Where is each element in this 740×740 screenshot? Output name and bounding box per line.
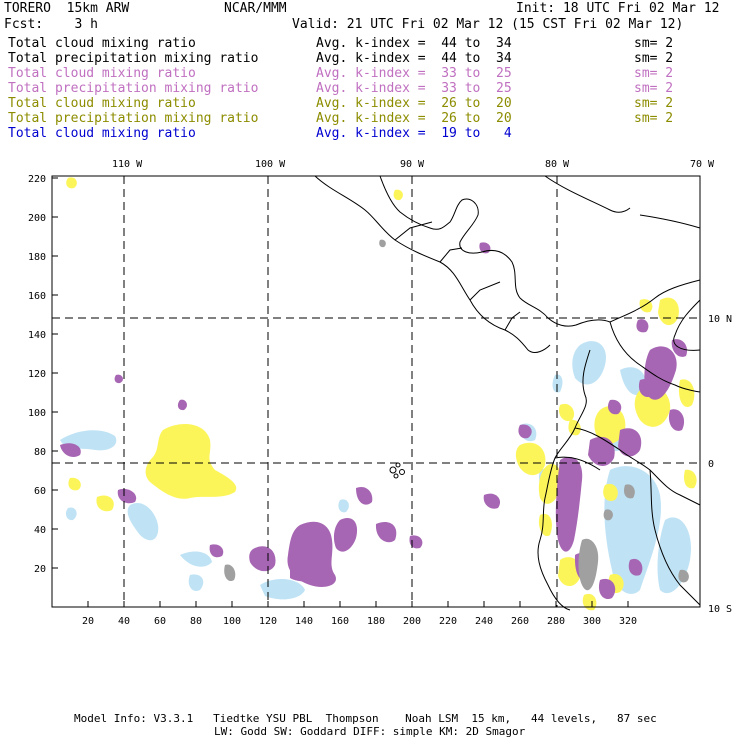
legend-row-sm: sm= 2 <box>634 96 674 111</box>
legend-row-kindex: Avg. k-index = 33 to 25 <box>316 66 512 81</box>
lat-label-10n: 10 N <box>708 314 732 325</box>
legend-row-field: Total cloud mixing ratio <box>8 66 196 81</box>
y-tick-label: 200 <box>28 213 46 224</box>
legend-row-field: Total cloud mixing ratio <box>8 36 196 51</box>
init-time: Init: 18 UTC Fri 02 Mar 12 <box>516 1 720 16</box>
legend-row-field: Total precipitation mixing ratio <box>8 51 259 66</box>
lon-label-100w: 100 W <box>255 159 286 170</box>
lon-label-80w: 80 W <box>545 159 570 170</box>
model-title: TORERO 15km ARW <box>4 1 130 16</box>
x-tick-label: 220 <box>439 616 457 627</box>
map-frame <box>51 175 701 608</box>
y-tick-label: 180 <box>28 252 46 263</box>
model-info: Model Info: V3.3.1 Tiedtke YSU PBL Thomp… <box>74 712 657 725</box>
y-tick-label: 40 <box>34 525 46 536</box>
purple-cloud-field <box>60 242 688 600</box>
legend-row-kindex: Avg. k-index = 44 to 34 <box>316 51 512 66</box>
x-tick-label: 100 <box>223 616 241 627</box>
legend-row-kindex: Avg. k-index = 33 to 25 <box>316 81 512 96</box>
org-label: NCAR/MMM <box>224 1 287 16</box>
y-tick-label: 80 <box>34 447 46 458</box>
forecast-hour: Fcst: 3 h <box>4 17 98 32</box>
lon-label-70w: 70 W <box>690 159 715 170</box>
legend-row-sm: sm= 2 <box>634 36 674 51</box>
physics-info: LW: Godd SW: Goddard DIFF: simple KM: 2D… <box>214 725 526 738</box>
legend-row-sm: sm= 2 <box>634 51 674 66</box>
y-tick-label: 100 <box>28 408 46 419</box>
legend-row-kindex: Avg. k-index = 19 to 4 <box>316 126 512 141</box>
lon-label-90w: 90 W <box>400 159 425 170</box>
lon-label-110w: 110 W <box>112 159 143 170</box>
lat-label-eq: 0 <box>708 459 714 470</box>
x-tick-label: 200 <box>403 616 421 627</box>
y-tick-label: 20 <box>34 564 46 575</box>
legend-row-field: Total cloud mixing ratio <box>8 126 196 141</box>
legend-row-kindex: Avg. k-index = 44 to 34 <box>316 36 512 51</box>
x-tick-label: 60 <box>154 616 166 627</box>
gray-cloud-field <box>224 239 689 591</box>
lat-label-10s: 10 S <box>708 604 732 615</box>
x-tick-label: 140 <box>295 616 313 627</box>
x-tick-label: 260 <box>511 616 529 627</box>
x-tick-label: 40 <box>118 616 130 627</box>
y-tick-label: 120 <box>28 369 46 380</box>
legend-row-sm: sm= 2 <box>634 81 674 96</box>
legend-row-sm: sm= 2 <box>634 111 674 126</box>
x-tick-label: 240 <box>475 616 493 627</box>
yellow-cloud-field <box>66 177 697 611</box>
x-tick-label: 80 <box>190 616 202 627</box>
legend-row-field: Total precipitation mixing ratio <box>8 81 259 96</box>
y-tick-label: 160 <box>28 291 46 302</box>
y-tick-label: 220 <box>28 174 46 185</box>
y-tick-label: 140 <box>28 330 46 341</box>
x-tick-label: 180 <box>367 616 385 627</box>
legend-row-kindex: Avg. k-index = 26 to 20 <box>316 111 512 126</box>
legend-row-sm: sm= 2 <box>634 66 674 81</box>
x-tick-label: 300 <box>583 616 601 627</box>
y-axis: 20 40 60 80 100 120 140 160 180 200 220 <box>28 174 58 575</box>
x-tick-label: 280 <box>547 616 565 627</box>
x-tick-label: 20 <box>82 616 94 627</box>
x-tick-label: 320 <box>619 616 637 627</box>
legend-row-field: Total cloud mixing ratio <box>8 96 196 111</box>
lat-lon-grid <box>52 176 700 607</box>
legend-row-field: Total precipitation mixing ratio <box>8 111 259 126</box>
x-tick-label: 120 <box>259 616 277 627</box>
y-tick-label: 60 <box>34 486 46 497</box>
legend-row-kindex: Avg. k-index = 26 to 20 <box>316 96 512 111</box>
valid-time: Valid: 21 UTC Fri 02 Mar 12 (15 CST Fri … <box>292 17 684 32</box>
x-axis: 20 40 60 80 100 120 140 160 180 200 220 240 260 280 30… <box>82 601 637 627</box>
x-tick-label: 160 <box>331 616 349 627</box>
